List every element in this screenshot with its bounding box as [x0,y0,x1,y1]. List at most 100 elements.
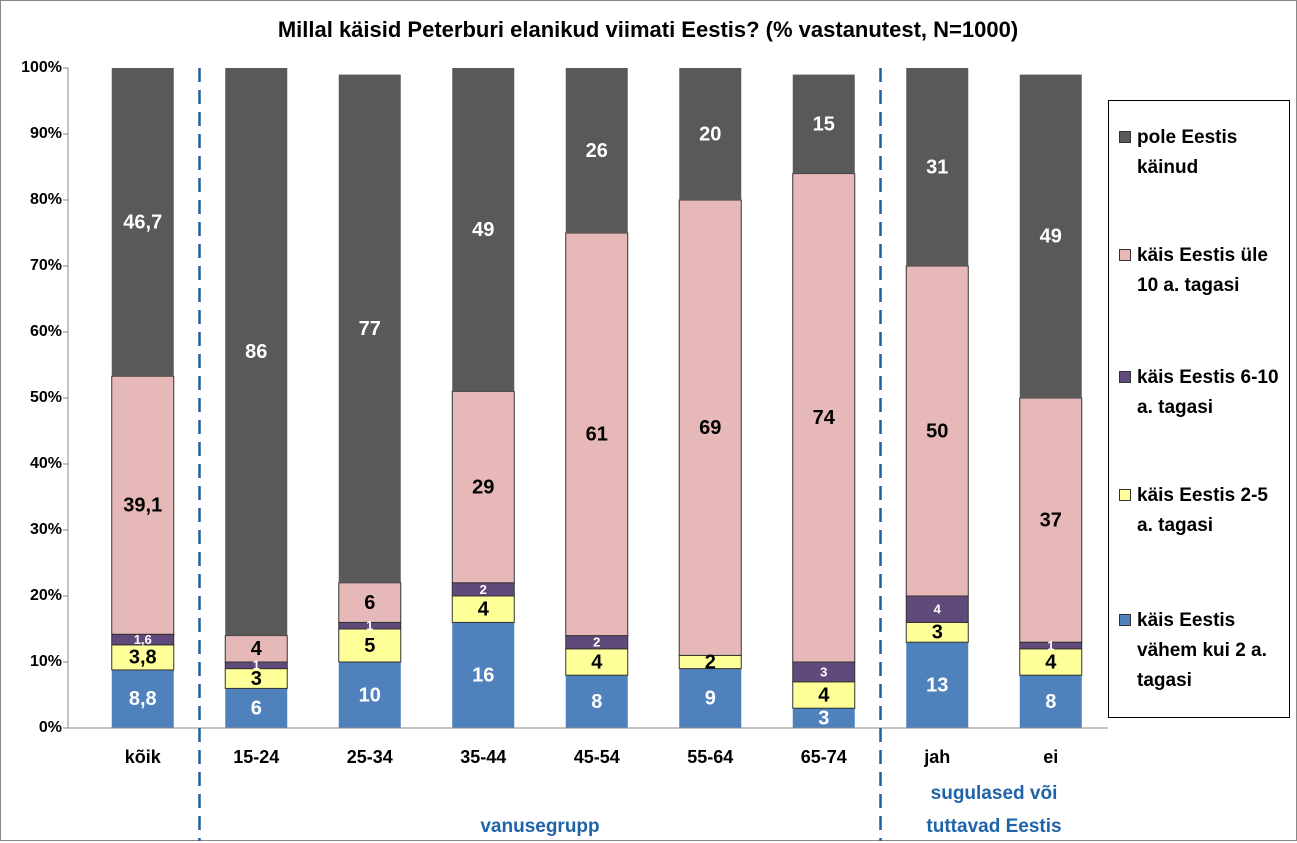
bar-segment [906,68,969,267]
data-label: 39,1 [123,495,162,517]
data-label: 77 [359,318,381,340]
legend-item: käis Eestis 6-10 a. tagasi [1119,363,1287,423]
data-label: 5 [364,635,375,657]
data-label: 46,7 [123,211,162,233]
data-label: 2 [593,635,600,650]
legend-label: käis Eestis üle 10 a. tagasi [1137,245,1268,296]
bar-segment [1019,648,1083,676]
legend-label: käis Eestis 2-5 a. tagasi [1137,485,1268,536]
data-label: 74 [813,407,836,429]
y-tick-label: 20% [30,587,62,604]
y-tick-label: 70% [30,257,62,274]
group-label: sugulased või tuttavad Eestis [926,783,1062,837]
bar-segment [792,681,856,709]
y-tick-label: 60% [30,323,62,340]
data-label: 29 [472,476,494,498]
data-label: 6 [251,697,262,719]
data-label: 1,6 [134,632,152,647]
legend-swatch [1119,489,1131,501]
x-tick-label: 35-44 [460,747,506,767]
legend-swatch [1119,249,1131,261]
data-label: 37 [1040,509,1062,531]
bar-segment [905,265,969,597]
data-label: 16 [472,664,494,686]
bar-segment [111,375,175,635]
legend-item: pole Eestis käinud [1119,123,1287,183]
data-label: 3,8 [129,647,157,669]
data-label: 1 [253,658,260,673]
bar-segment [111,644,175,671]
legend-label: pole Eestis käinud [1137,127,1238,178]
data-label: 9 [705,688,716,710]
bar-segment [338,628,402,663]
bar-segment [452,68,515,392]
legend-item: käis Eestis 2-5 a. tagasi [1119,481,1287,541]
bar-segment [679,668,742,728]
bar-segment [111,669,174,728]
data-label: 2 [705,651,716,673]
data-label: 3 [818,707,829,729]
legend-swatch [1119,131,1131,143]
data-label: 49 [472,219,494,241]
data-label: 31 [926,156,948,178]
data-label: 4 [818,684,830,706]
data-label: 1 [1047,638,1054,653]
legend-label: käis Eestis 6-10 a. tagasi [1137,367,1279,418]
y-tick-label: 50% [30,389,62,406]
data-label: 8 [1045,691,1056,713]
bar-segment [792,708,855,728]
data-label: 8,8 [129,688,157,710]
legend-swatch [1119,614,1131,626]
bar-segment [906,642,969,728]
bar-segment [679,68,742,200]
bar-segment [565,648,629,676]
bar-segment [565,68,628,234]
y-tick-label: 30% [30,521,62,538]
bar-segment [451,595,515,623]
data-label: 4 [934,602,942,617]
data-label: 4 [591,651,603,673]
data-label: 50 [926,420,948,442]
y-tick-label: 100% [21,59,62,76]
y-tick-label: 90% [30,125,62,142]
x-tick-label: 25-34 [347,747,393,767]
bars [111,68,1083,728]
data-label: 49 [1040,226,1062,248]
legend-label: käis Eestis vähem kui 2 a. tagasi [1137,610,1267,691]
bar-segment [565,675,628,728]
bar-segment [565,232,629,637]
bar-segment [224,635,288,663]
legend-item: käis Eestis üle 10 a. tagasi [1119,241,1287,301]
data-label: 3 [932,622,943,644]
data-label: 3 [251,668,262,690]
legend-swatch [1119,371,1131,383]
bar-segment [338,662,401,728]
data-label: 2 [480,582,487,597]
x-tick-label: 45-54 [574,747,620,767]
bar-segment [225,68,288,636]
bar-segment [452,622,515,728]
chart-title: Millal käisid Peterburi elanikud viimati… [278,17,1018,42]
y-tick-label: 80% [30,191,62,208]
data-label: 4 [251,638,263,660]
data-label: 3 [820,664,827,679]
bar-segment [338,582,402,623]
bar-segment [111,68,174,377]
data-label: 10 [359,684,381,706]
bar-segment [1019,74,1082,398]
bar-segment [1019,675,1082,728]
data-label: 13 [926,674,948,696]
legend-item: käis Eestis vähem kui 2 a. tagasi [1119,606,1287,696]
data-label: 4 [1045,651,1057,673]
bar-segment [678,199,742,656]
bar-segment [451,390,515,584]
data-label: 86 [245,341,267,363]
data-label: 15 [813,113,835,135]
x-tick-label: 55-64 [687,747,733,767]
data-label: 4 [478,598,490,620]
legend: pole Eestis käinud käis Eestis üle 10 a. … [1108,100,1290,718]
y-tick-label: 40% [30,455,62,472]
